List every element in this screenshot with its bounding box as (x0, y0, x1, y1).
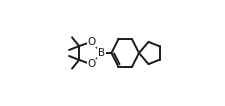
Text: B: B (98, 48, 105, 58)
Text: O: O (88, 37, 96, 47)
Text: O: O (88, 59, 96, 69)
